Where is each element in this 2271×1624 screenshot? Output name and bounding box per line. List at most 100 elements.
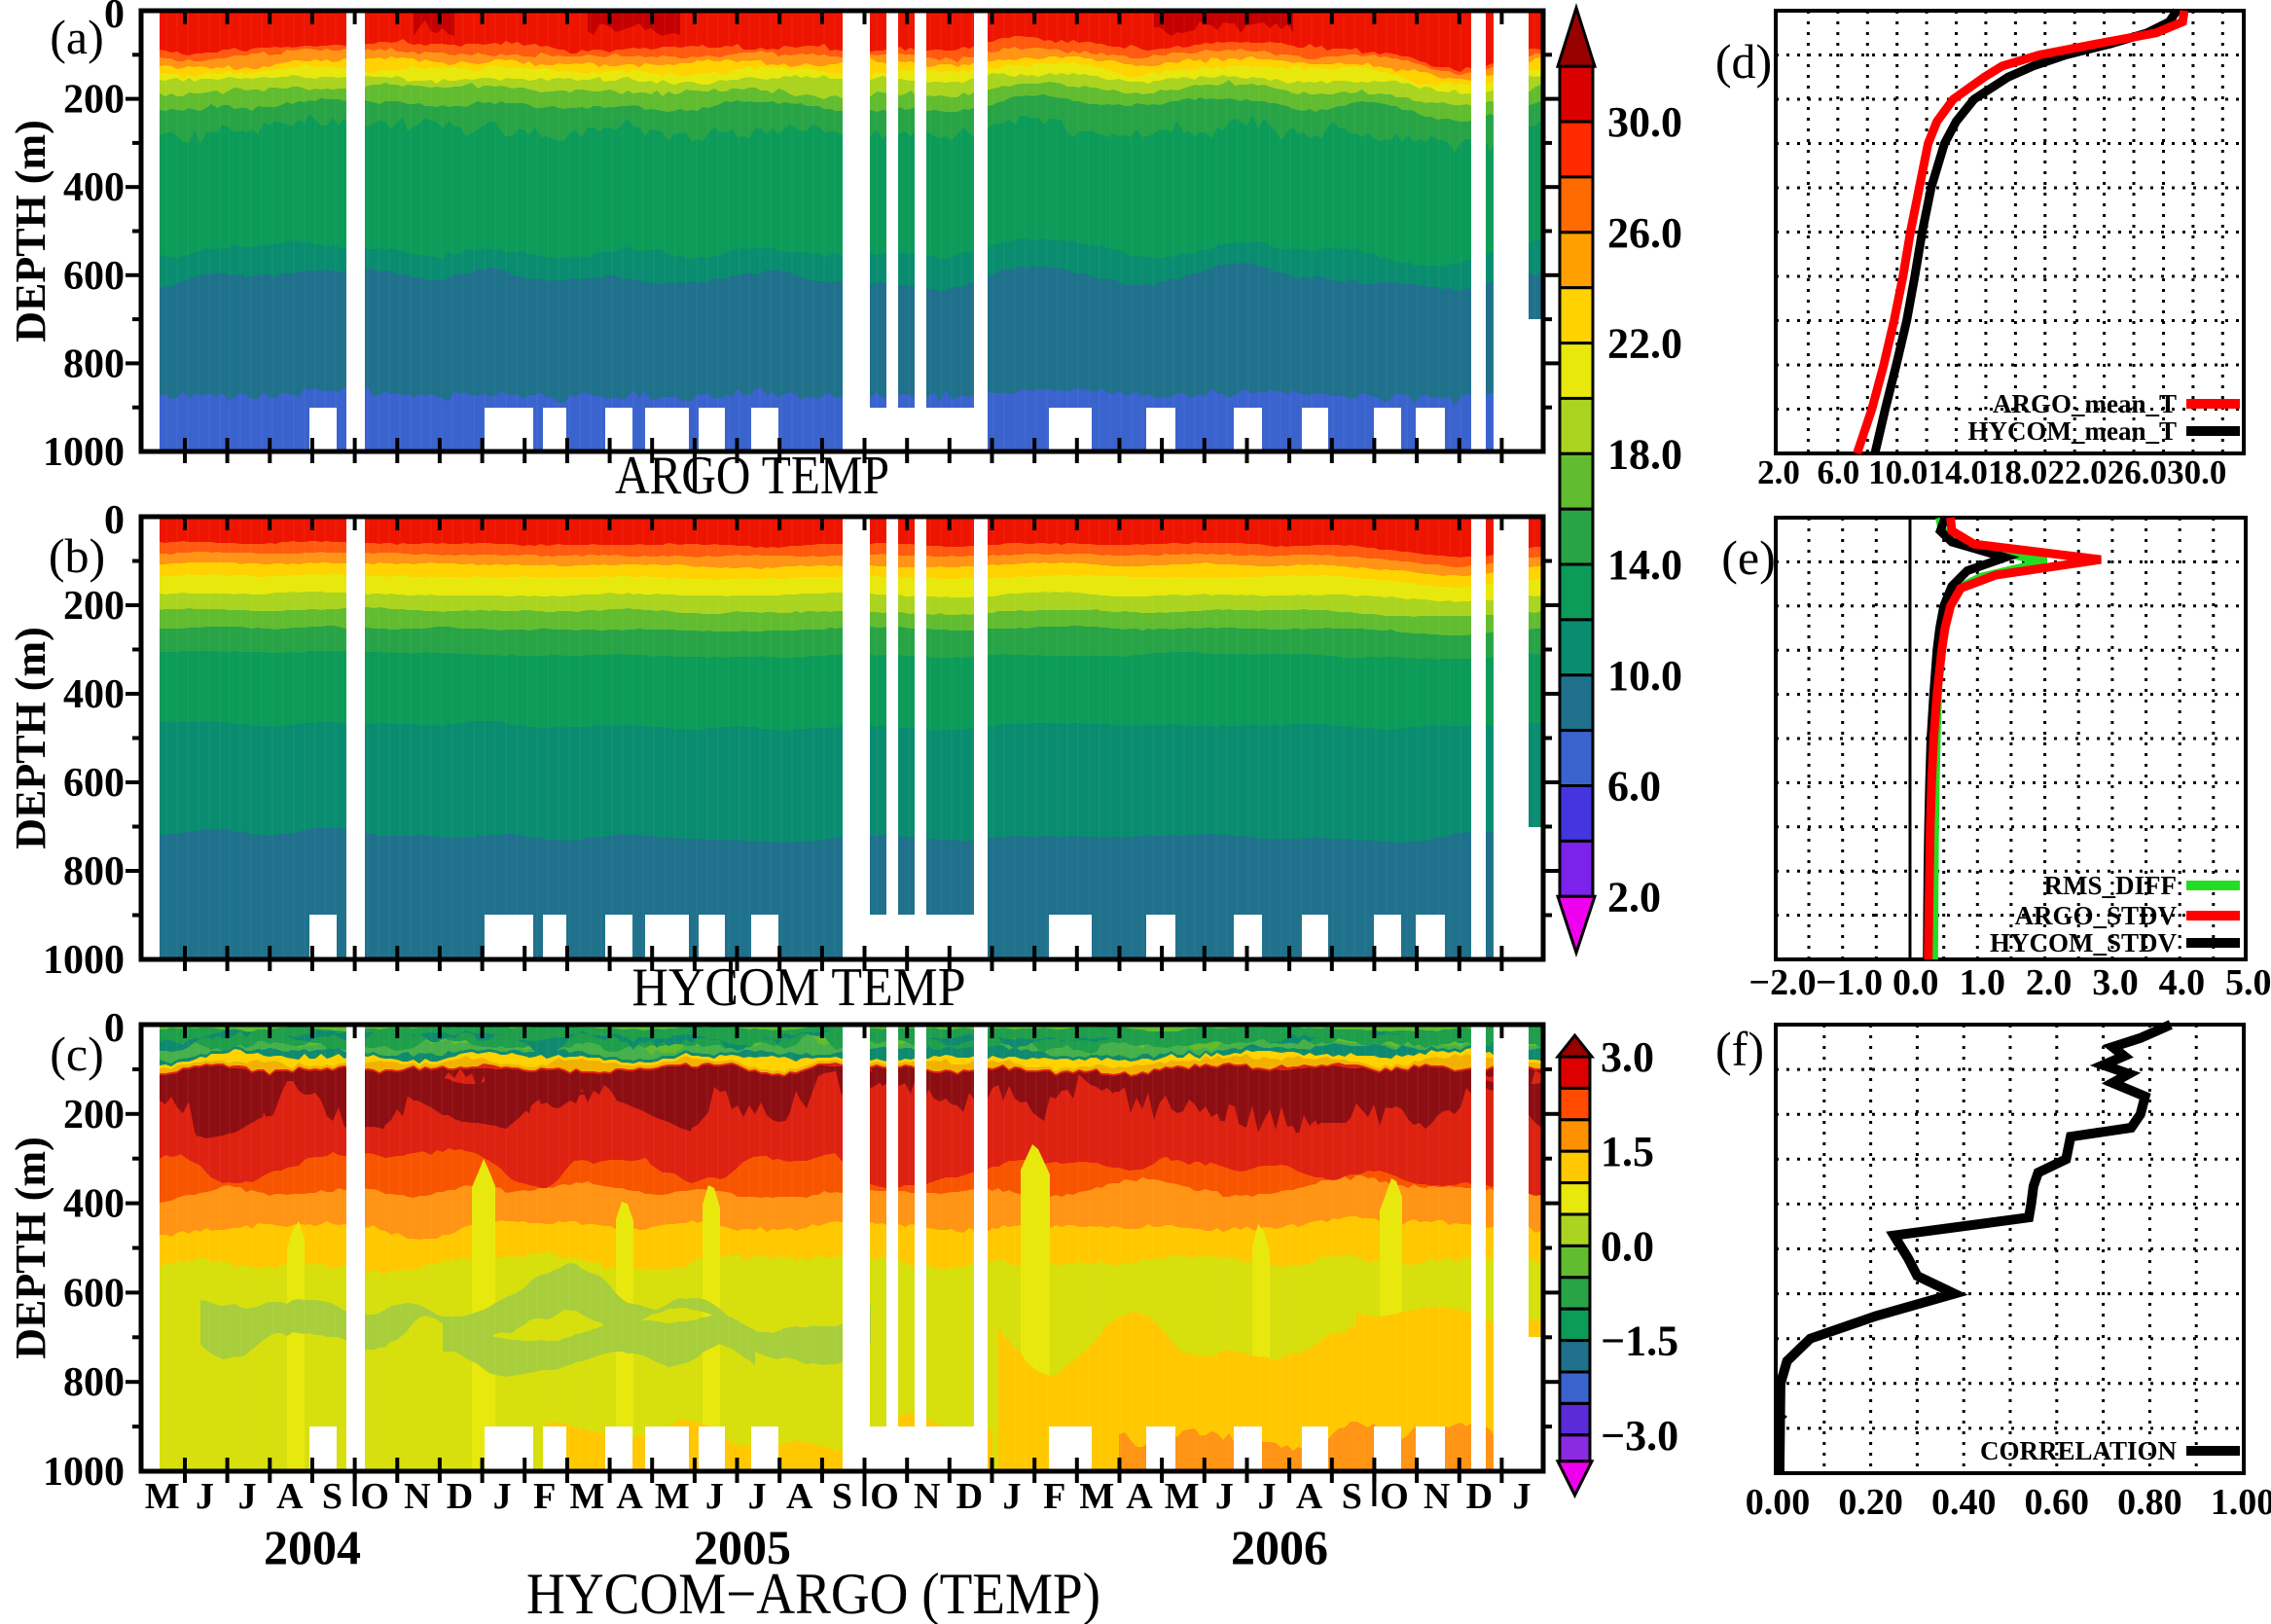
svg-text:CORRELATION: CORRELATION bbox=[1980, 1436, 2178, 1465]
svg-text:600: 600 bbox=[63, 1271, 125, 1316]
svg-text:J: J bbox=[1257, 1476, 1276, 1517]
svg-text:2.0: 2.0 bbox=[1607, 873, 1661, 920]
svg-text:(b): (b) bbox=[49, 528, 105, 583]
svg-text:ARGO_mean_T: ARGO_mean_T bbox=[1993, 389, 2177, 418]
svg-text:22.0: 22.0 bbox=[2047, 453, 2107, 491]
svg-text:200: 200 bbox=[63, 78, 125, 123]
svg-text:J: J bbox=[705, 1476, 724, 1517]
svg-text:18.0: 18.0 bbox=[1988, 453, 2047, 491]
svg-text:5.0: 5.0 bbox=[2225, 962, 2271, 1003]
svg-text:0.40: 0.40 bbox=[1931, 1482, 1997, 1523]
svg-text:26.0: 26.0 bbox=[1607, 209, 1682, 257]
svg-text:N: N bbox=[1424, 1476, 1450, 1517]
svg-text:0.20: 0.20 bbox=[1838, 1482, 1903, 1523]
svg-text:J: J bbox=[196, 1476, 214, 1517]
svg-text:J: J bbox=[748, 1476, 767, 1517]
svg-text:D: D bbox=[956, 1476, 983, 1517]
svg-text:800: 800 bbox=[63, 342, 125, 386]
svg-text:−1.0: −1.0 bbox=[1816, 962, 1883, 1003]
svg-text:0: 0 bbox=[104, 0, 125, 37]
svg-text:M: M bbox=[1165, 1476, 1200, 1517]
svg-text:J: J bbox=[1512, 1476, 1531, 1517]
svg-text:3.0: 3.0 bbox=[2092, 962, 2139, 1003]
svg-text:D: D bbox=[1466, 1476, 1493, 1517]
svg-text:6.0: 6.0 bbox=[1818, 453, 1860, 491]
svg-text:800: 800 bbox=[63, 849, 125, 894]
svg-text:26.0: 26.0 bbox=[2108, 453, 2167, 491]
svg-text:M: M bbox=[145, 1476, 180, 1517]
svg-text:(f): (f) bbox=[1715, 1022, 1764, 1076]
svg-text:F: F bbox=[533, 1476, 556, 1517]
svg-text:DEPTH (m): DEPTH (m) bbox=[7, 627, 54, 849]
svg-text:F: F bbox=[1043, 1476, 1065, 1517]
svg-text:22.0: 22.0 bbox=[1607, 320, 1682, 368]
svg-text:1000: 1000 bbox=[43, 430, 125, 475]
svg-text:30.0: 30.0 bbox=[1607, 98, 1682, 146]
svg-text:1.0: 1.0 bbox=[1959, 962, 2005, 1003]
svg-text:−3.0: −3.0 bbox=[1601, 1412, 1678, 1460]
svg-text:ARGO TEMP: ARGO TEMP bbox=[615, 446, 889, 506]
svg-text:0: 0 bbox=[104, 498, 125, 543]
svg-text:J: J bbox=[238, 1476, 257, 1517]
svg-text:−2.0: −2.0 bbox=[1748, 962, 1816, 1003]
svg-text:14.0: 14.0 bbox=[1607, 541, 1682, 589]
svg-text:2005: 2005 bbox=[694, 1520, 791, 1574]
svg-text:200: 200 bbox=[63, 1093, 125, 1137]
svg-text:A: A bbox=[786, 1476, 813, 1517]
svg-text:M: M bbox=[569, 1476, 604, 1517]
svg-text:DEPTH (m): DEPTH (m) bbox=[7, 1137, 54, 1359]
svg-text:0: 0 bbox=[104, 1006, 125, 1051]
svg-text:J: J bbox=[493, 1476, 512, 1517]
svg-text:2.0: 2.0 bbox=[1757, 453, 1800, 491]
svg-text:DEPTH (m): DEPTH (m) bbox=[7, 120, 54, 343]
svg-text:M: M bbox=[1079, 1476, 1114, 1517]
svg-text:400: 400 bbox=[63, 165, 125, 210]
svg-text:30.0: 30.0 bbox=[2167, 453, 2226, 491]
svg-text:S: S bbox=[322, 1476, 342, 1517]
svg-text:O: O bbox=[360, 1476, 389, 1517]
svg-text:1.5: 1.5 bbox=[1601, 1128, 1654, 1175]
svg-text:1.00: 1.00 bbox=[2211, 1482, 2271, 1523]
svg-text:O: O bbox=[1380, 1476, 1409, 1517]
svg-text:N: N bbox=[404, 1476, 430, 1517]
svg-text:(e): (e) bbox=[1721, 530, 1776, 585]
svg-text:800: 800 bbox=[63, 1360, 125, 1405]
svg-text:S: S bbox=[1342, 1476, 1362, 1517]
svg-text:0.00: 0.00 bbox=[1746, 1482, 1811, 1523]
svg-text:2.0: 2.0 bbox=[2026, 962, 2073, 1003]
svg-text:HYCOM TEMP: HYCOM TEMP bbox=[632, 957, 966, 1018]
svg-text:0.0: 0.0 bbox=[1601, 1222, 1654, 1270]
svg-text:RMS_DIFF: RMS_DIFF bbox=[2044, 871, 2178, 900]
svg-text:3.0: 3.0 bbox=[1601, 1033, 1654, 1081]
svg-text:A: A bbox=[1296, 1476, 1323, 1517]
svg-text:2004: 2004 bbox=[264, 1520, 361, 1574]
svg-text:200: 200 bbox=[63, 584, 125, 629]
svg-text:(a): (a) bbox=[50, 10, 104, 64]
svg-text:400: 400 bbox=[63, 1182, 125, 1227]
svg-text:0.60: 0.60 bbox=[2025, 1482, 2090, 1523]
svg-text:10.0: 10.0 bbox=[1607, 652, 1682, 700]
svg-text:−1.5: −1.5 bbox=[1601, 1317, 1678, 1365]
svg-text:0.0: 0.0 bbox=[1892, 962, 1939, 1003]
svg-text:1000: 1000 bbox=[43, 1450, 125, 1495]
svg-text:A: A bbox=[616, 1476, 643, 1517]
svg-text:600: 600 bbox=[63, 761, 125, 806]
svg-text:4.0: 4.0 bbox=[2159, 962, 2206, 1003]
svg-text:O: O bbox=[870, 1476, 899, 1517]
svg-text:N: N bbox=[914, 1476, 940, 1517]
svg-text:10.0: 10.0 bbox=[1868, 453, 1928, 491]
svg-text:14.0: 14.0 bbox=[1929, 453, 1988, 491]
svg-text:18.0: 18.0 bbox=[1607, 430, 1682, 478]
svg-text:(c): (c) bbox=[50, 1027, 104, 1081]
svg-text:1000: 1000 bbox=[43, 938, 125, 983]
svg-text:600: 600 bbox=[63, 254, 125, 299]
svg-text:J: J bbox=[1003, 1476, 1022, 1517]
svg-text:6.0: 6.0 bbox=[1607, 763, 1661, 811]
svg-text:J: J bbox=[1215, 1476, 1234, 1517]
svg-text:A: A bbox=[276, 1476, 304, 1517]
svg-text:0.80: 0.80 bbox=[2117, 1482, 2182, 1523]
svg-text:HYCOM_STDV: HYCOM_STDV bbox=[1990, 928, 2178, 957]
svg-text:S: S bbox=[832, 1476, 852, 1517]
svg-text:HYCOM_mean_T: HYCOM_mean_T bbox=[1968, 416, 2177, 446]
svg-text:2006: 2006 bbox=[1231, 1520, 1328, 1574]
